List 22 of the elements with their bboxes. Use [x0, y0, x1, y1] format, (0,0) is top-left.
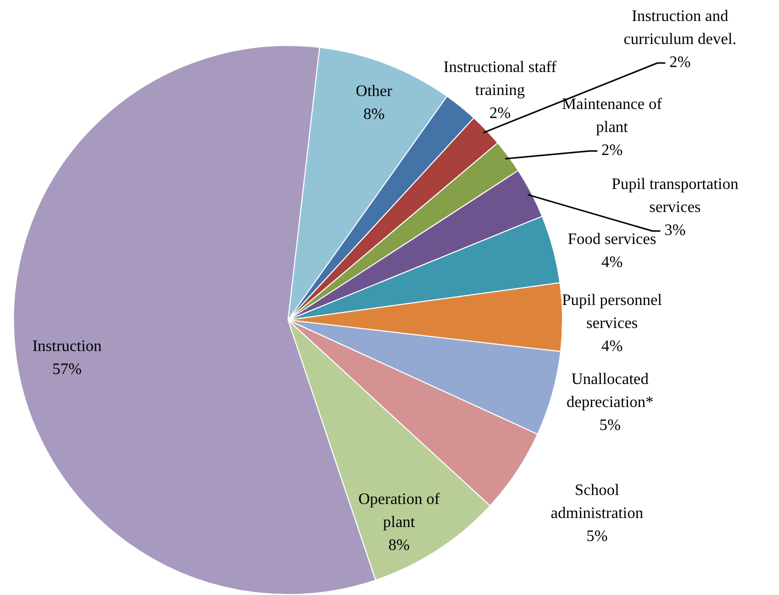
slice-label: Instructional staff training: [443, 59, 558, 100]
slice-label: Pupil transportation services: [612, 176, 738, 216]
slice-label: Instruction and curriculum devel.: [624, 8, 736, 48]
data-label: 57%: [52, 361, 82, 378]
data-label: 2%: [489, 105, 511, 122]
slice-label: Unallocated depreciation*: [566, 371, 654, 412]
data-label: 3%: [664, 222, 686, 240]
data-label: 4%: [601, 338, 623, 356]
slice-label: Operation of plant: [358, 491, 440, 532]
data-label: 4%: [601, 254, 623, 272]
data-label: 8%: [363, 106, 385, 124]
slice-label: Other: [356, 83, 393, 100]
data-label: 5%: [586, 528, 608, 546]
data-label: 5%: [599, 417, 621, 434]
slice-label: Pupil personnel services: [562, 292, 663, 332]
slice-label: Instruction: [32, 338, 102, 356]
slice-label: School administration: [550, 482, 644, 522]
data-label: 8%: [388, 537, 410, 554]
data-label: 2%: [601, 142, 623, 160]
data-label: 2%: [669, 54, 691, 72]
slice-label: Food services: [568, 231, 656, 248]
slice-label: Maintenance of plant: [562, 96, 663, 136]
